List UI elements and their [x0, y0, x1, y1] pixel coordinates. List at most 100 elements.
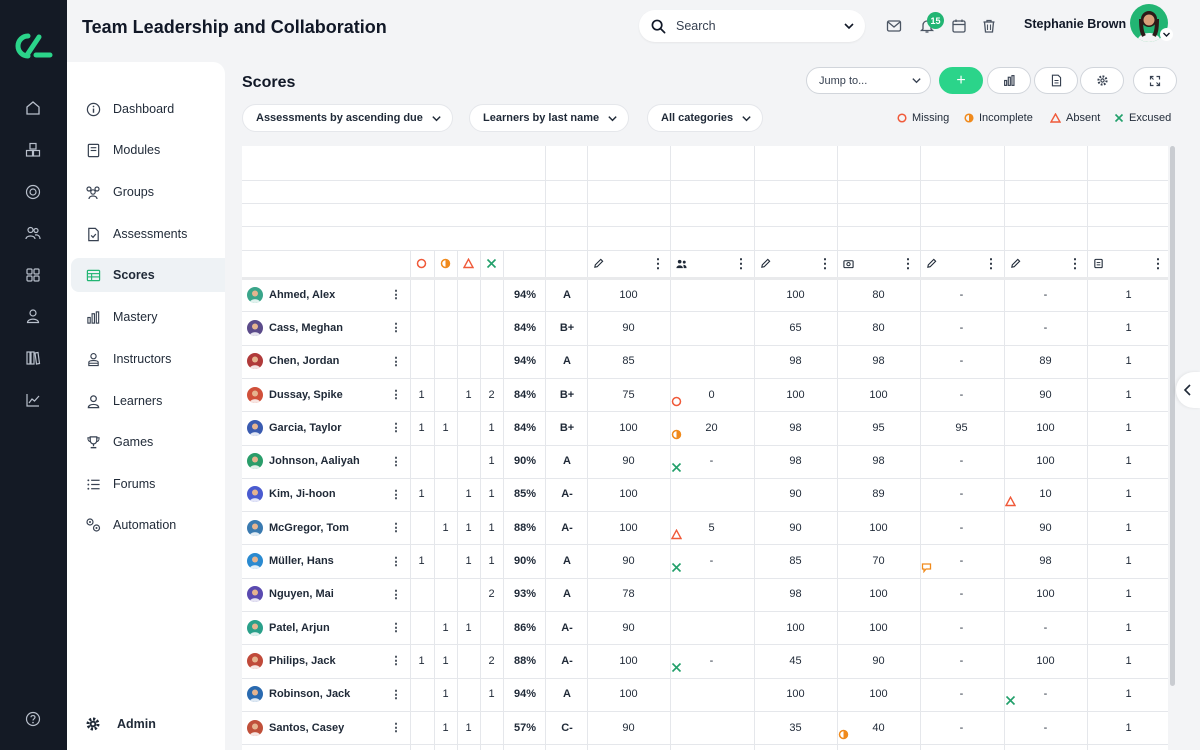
- column-menu-icon[interactable]: ⋮: [984, 255, 998, 271]
- learner-menu-icon[interactable]: ⋮: [390, 322, 402, 335]
- score-cell[interactable]: 90: [872, 654, 885, 667]
- score-cell[interactable]: -: [959, 654, 964, 667]
- score-cell[interactable]: 78: [622, 588, 635, 601]
- target-icon[interactable]: [22, 181, 44, 203]
- score-cell[interactable]: 100: [619, 288, 638, 301]
- trash-icon[interactable]: [980, 17, 998, 35]
- sidebar-item-automation[interactable]: Automation: [71, 508, 225, 542]
- calendar-icon[interactable]: [950, 17, 968, 35]
- pencil-icon[interactable]: [1007, 250, 1023, 277]
- learner-menu-icon[interactable]: ⋮: [390, 722, 402, 735]
- score-cell[interactable]: [670, 711, 753, 744]
- score-cell[interactable]: 90: [1039, 521, 1052, 534]
- score-cell[interactable]: -: [959, 521, 964, 534]
- learner-name-cell[interactable]: Cass, Meghan: [247, 311, 387, 344]
- score-cell[interactable]: 100: [869, 588, 888, 601]
- sidebar-item-games[interactable]: Games: [71, 425, 225, 459]
- score-cell[interactable]: 90: [622, 721, 635, 734]
- library-icon[interactable]: [22, 347, 44, 369]
- fullscreen-button[interactable]: [1133, 67, 1177, 94]
- score-cell[interactable]: 1: [1125, 421, 1132, 434]
- column-menu-icon[interactable]: ⋮: [1151, 255, 1165, 271]
- score-cell[interactable]: 90: [789, 521, 802, 534]
- search-input[interactable]: [676, 19, 843, 33]
- score-cell[interactable]: 100: [1036, 654, 1055, 667]
- score-cell[interactable]: 100: [619, 654, 638, 667]
- score-cell[interactable]: 70: [872, 555, 885, 568]
- learner-name-cell[interactable]: Kim, Ji-hoon: [247, 478, 387, 511]
- score-cell[interactable]: -: [1043, 288, 1048, 301]
- chevron-down-icon[interactable]: [1160, 28, 1173, 41]
- score-cell[interactable]: 1: [1125, 654, 1132, 667]
- score-cell[interactable]: 1: [1125, 588, 1132, 601]
- score-cell[interactable]: 1: [1125, 321, 1132, 334]
- score-cell[interactable]: [670, 578, 753, 611]
- score-cell[interactable]: 1: [1125, 621, 1132, 634]
- score-cell[interactable]: 90: [622, 621, 635, 634]
- score-cell[interactable]: -: [959, 388, 964, 401]
- learner-menu-icon[interactable]: ⋮: [390, 655, 402, 668]
- mail-icon[interactable]: [885, 17, 903, 35]
- score-cell[interactable]: 98: [789, 455, 802, 468]
- sidebar-item-modules[interactable]: Modules: [71, 133, 225, 167]
- score-cell[interactable]: 89: [1039, 355, 1052, 368]
- score-cell[interactable]: 100: [786, 688, 805, 701]
- score-cell[interactable]: -: [959, 321, 964, 334]
- score-cell[interactable]: 98: [872, 455, 885, 468]
- learner-name-cell[interactable]: Dussay, Spike: [247, 378, 387, 411]
- score-cell[interactable]: 1: [1125, 455, 1132, 468]
- column-name[interactable]: [754, 146, 837, 180]
- doc-icon[interactable]: [1090, 250, 1106, 277]
- score-cell[interactable]: -: [959, 721, 964, 734]
- score-cell[interactable]: 90: [622, 321, 635, 334]
- learner-menu-icon[interactable]: ⋮: [390, 455, 402, 468]
- pencil-icon[interactable]: [757, 250, 773, 277]
- score-cell[interactable]: [670, 345, 753, 378]
- score-cell[interactable]: 100: [619, 421, 638, 434]
- score-cell[interactable]: [670, 311, 753, 344]
- score-cell[interactable]: -: [1043, 621, 1048, 634]
- score-cell[interactable]: -: [959, 688, 964, 701]
- learner-name-cell[interactable]: Nguyen, Mai: [247, 578, 387, 611]
- vertical-scrollbar[interactable]: [1170, 146, 1175, 686]
- score-cell[interactable]: 100: [619, 521, 638, 534]
- score-cell[interactable]: 1: [1125, 721, 1132, 734]
- score-cell[interactable]: 95: [872, 421, 885, 434]
- score-cell[interactable]: -: [959, 488, 964, 501]
- score-cell[interactable]: 100: [1036, 588, 1055, 601]
- pencil-icon[interactable]: [923, 250, 939, 277]
- score-cell[interactable]: -: [959, 621, 964, 634]
- score-cell[interactable]: 45: [789, 654, 802, 667]
- learner-menu-icon[interactable]: ⋮: [390, 422, 402, 435]
- column-menu-icon[interactable]: ⋮: [901, 255, 915, 271]
- column-name[interactable]: [920, 146, 1003, 180]
- collapse-panel-button[interactable]: [1176, 372, 1200, 408]
- score-cell[interactable]: -: [1043, 721, 1048, 734]
- column-menu-icon[interactable]: ⋮: [818, 255, 832, 271]
- score-cell[interactable]: 35: [789, 721, 802, 734]
- score-cell[interactable]: 85: [789, 555, 802, 568]
- learner-name-cell[interactable]: Johnson, Aaliyah: [247, 445, 387, 478]
- score-cell[interactable]: 10: [1039, 488, 1052, 501]
- people-icon[interactable]: [673, 250, 689, 277]
- people-icon[interactable]: [22, 222, 44, 244]
- sidebar-item-scores[interactable]: Scores: [71, 258, 225, 292]
- score-cell[interactable]: 1: [1125, 355, 1132, 368]
- sidebar-item-groups[interactable]: Groups: [71, 175, 225, 209]
- score-cell[interactable]: 98: [872, 355, 885, 368]
- learner-menu-icon[interactable]: ⋮: [390, 688, 402, 701]
- learner-name-cell[interactable]: Ahmed, Alex: [247, 278, 387, 311]
- score-cell[interactable]: -: [959, 588, 964, 601]
- score-cell[interactable]: -: [959, 555, 964, 568]
- score-cell[interactable]: 1: [1125, 555, 1132, 568]
- home-icon[interactable]: [22, 97, 44, 119]
- score-cell[interactable]: 100: [619, 488, 638, 501]
- score-cell[interactable]: 100: [869, 621, 888, 634]
- column-menu-icon[interactable]: ⋮: [1068, 255, 1082, 271]
- score-cell[interactable]: 89: [872, 488, 885, 501]
- chevron-down-icon[interactable]: [843, 20, 855, 32]
- sidebar-item-learners[interactable]: Learners: [71, 384, 225, 418]
- column-name[interactable]: [1004, 146, 1087, 180]
- learner-name-cell[interactable]: Chen, Jordan: [247, 345, 387, 378]
- score-cell[interactable]: 5: [708, 521, 715, 534]
